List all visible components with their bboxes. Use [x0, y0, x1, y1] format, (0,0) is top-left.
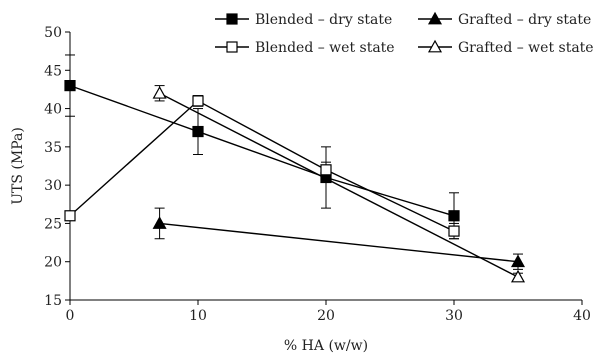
x-tick-label: 20	[317, 308, 335, 324]
y-tick-label: 45	[44, 63, 62, 79]
data-point	[152, 216, 167, 229]
data-point	[510, 269, 526, 283]
data-point	[448, 210, 460, 222]
y-tick-label: 35	[44, 140, 62, 156]
y-axis-title: UTS (MPa)	[10, 127, 26, 205]
data-point	[320, 164, 332, 176]
series-0	[64, 54, 460, 240]
legend: Blended – dry state Blended – wet state Gr…	[215, 11, 594, 56]
series-line	[69, 100, 455, 232]
y-tick-label: 30	[44, 178, 62, 194]
series-2	[152, 207, 526, 270]
series-3	[152, 85, 526, 283]
data-point	[192, 125, 204, 138]
series-line	[159, 92, 519, 278]
data-point	[152, 86, 167, 99]
legend-marker	[226, 13, 238, 25]
x-tick-label: 40	[573, 308, 591, 324]
x-tick-label: 10	[189, 308, 207, 324]
y-tick-label: 20	[44, 255, 62, 271]
y-tick-label: 25	[44, 216, 62, 232]
series-1	[64, 95, 460, 240]
legend-label: Blended – wet state	[255, 40, 395, 56]
legend-label: Grafted – wet state	[458, 40, 594, 56]
legend-marker	[427, 39, 443, 53]
data-point	[510, 254, 526, 268]
legend-label: Grafted – dry state	[458, 12, 591, 28]
y-tick-label: 40	[44, 102, 62, 118]
data-point	[64, 210, 76, 222]
axes: 15 20 25 30 35 40 45 50 0 10 20 30 40	[44, 25, 591, 324]
x-tick-label: 30	[445, 308, 463, 324]
x-tick-label: 0	[66, 308, 75, 324]
legend-marker	[226, 41, 238, 53]
y-tick-label: 15	[44, 293, 62, 309]
data-point	[448, 225, 460, 237]
legend-marker	[427, 11, 443, 25]
data-point	[64, 79, 76, 92]
series-line	[69, 84, 455, 217]
series-line	[159, 222, 519, 263]
x-axis-title: % HA (w/w)	[284, 338, 368, 354]
data-point	[192, 95, 204, 107]
y-tick-label: 50	[44, 25, 62, 41]
legend-label: Blended – dry state	[255, 12, 392, 28]
series-layer	[64, 54, 526, 283]
